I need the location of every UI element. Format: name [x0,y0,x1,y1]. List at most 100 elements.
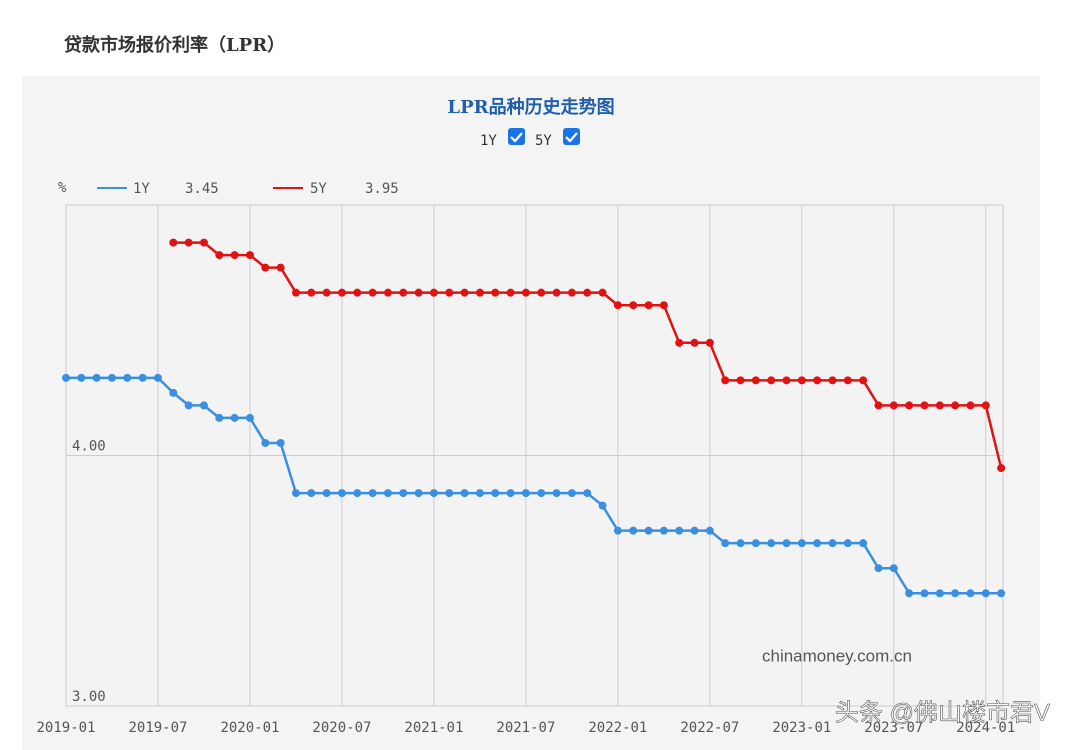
data-point [583,288,592,297]
x-tick-label: 2023-01 [772,720,831,736]
y-unit: % [58,180,67,196]
data-point [843,376,852,385]
data-point [675,526,684,535]
data-point [291,288,300,297]
data-point [705,526,714,535]
data-point [552,288,561,297]
data-point [767,376,776,385]
data-point [414,288,423,297]
data-point [475,288,484,297]
data-point [705,338,714,347]
data-point [184,238,193,247]
data-point [889,401,898,410]
data-point [169,238,178,247]
toggle-check [510,132,523,143]
data-point [276,263,285,272]
data-point [920,401,929,410]
data-point [859,376,868,385]
data-point [77,373,86,382]
data-point [659,301,668,310]
toggle-checkbox[interactable] [508,128,525,145]
data-point [659,526,668,535]
data-point [751,539,760,548]
data-point [276,438,285,447]
data-point [491,288,500,297]
data-point [552,489,561,498]
data-point [215,251,224,260]
data-point [828,539,837,548]
x-tick-label: 2021-01 [404,720,463,736]
data-point [199,238,208,247]
data-point [751,376,760,385]
data-point [874,564,883,573]
data-point [813,376,822,385]
y-tick-label: 4.00 [72,439,106,455]
data-point [353,489,362,498]
data-point [169,388,178,397]
data-point [153,373,162,382]
data-point [521,288,530,297]
data-point [537,489,546,498]
data-point [184,401,193,410]
data-point [123,373,132,382]
data-point [62,373,70,382]
data-point [828,376,837,385]
data-point [797,376,806,385]
data-point [506,288,515,297]
data-point [874,401,883,410]
data-point [414,489,423,498]
data-point [445,489,454,498]
legend-label: 5Y [310,181,327,197]
chart-layer: 2019-01 2019-07 2020-01 2020-07 2021-01 2021-… [36,128,1015,736]
data-point [644,526,653,535]
data-point [997,589,1006,598]
data-point [337,489,346,498]
data-point [291,489,300,498]
data-point [445,288,454,297]
data-point [951,589,960,598]
legend-label: 1Y [133,181,150,197]
data-point [905,401,914,410]
data-point [675,338,684,347]
data-point [307,489,316,498]
data-point [598,288,607,297]
data-point [368,288,377,297]
data-point [199,401,208,410]
data-point [736,539,745,548]
data-point [935,589,944,598]
x-tick-label: 2024-01 [956,720,1015,736]
data-point [429,288,438,297]
toggle-checkbox[interactable] [563,128,580,145]
data-point [598,501,607,510]
data-point [383,288,392,297]
data-point [951,401,960,410]
data-point [782,376,791,385]
legend-value: 3.95 [365,181,399,197]
data-point [353,288,362,297]
y-tick-label: 3.00 [72,689,106,705]
data-point [889,564,898,573]
data-point [429,489,438,498]
watermark: chinamoney.com.cn [762,646,912,665]
data-point [997,464,1006,473]
credit: 头条 @佛山楼市君V [835,699,1050,726]
x-tick-label: 2022-01 [588,720,647,736]
page-title: 贷款市场报价利率（LPR） [64,34,285,56]
x-tick-label: 2020-01 [220,720,279,736]
x-tick-label: 2022-07 [680,720,739,736]
data-point [629,301,638,310]
legend-value: 3.45 [185,181,219,197]
data-point [721,539,730,548]
data-point [337,288,346,297]
x-tick-label: 2021-07 [496,720,555,736]
data-point [613,526,622,535]
data-point [644,301,653,310]
x-tick-label: 2020-07 [312,720,371,736]
data-point [322,288,331,297]
data-point [399,288,408,297]
data-point [261,438,270,447]
data-point [383,489,392,498]
data-point [859,539,868,548]
data-point [613,301,622,310]
